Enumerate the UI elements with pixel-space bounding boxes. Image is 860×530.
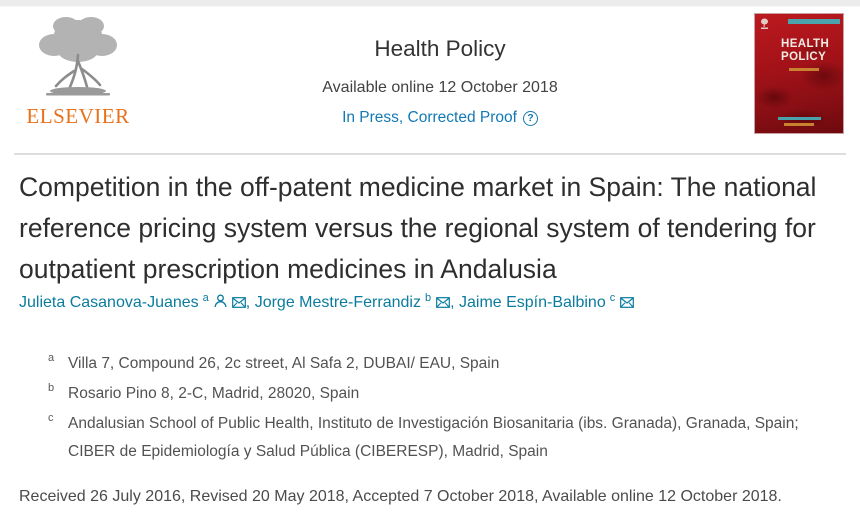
author-3-sup: c [609, 291, 616, 304]
available-online-date: Available online 12 October 2018 [322, 79, 558, 96]
help-icon[interactable]: ? [522, 110, 538, 126]
affiliation-a-text: Villa 7, Compound 26, 2c street, Al Safa… [68, 355, 500, 372]
author-2-sup: b [424, 291, 432, 304]
elsevier-logo: ELSEVIER [22, 13, 134, 129]
in-press-status-link[interactable]: In Press, Corrected Proof ? [170, 109, 710, 127]
article-title: Competition in the off-patent medicine m… [19, 172, 817, 284]
affiliation-a: a Villa 7, Compound 26, 2c street, Al Sa… [48, 350, 830, 378]
cover-mini-elsevier-icon [761, 18, 768, 29]
email-icon[interactable] [620, 297, 635, 308]
authors-row: Julieta Casanova-Juanes a, Jorge Mestre-F… [19, 291, 635, 312]
author-1-sup: a [202, 291, 209, 304]
author-1[interactable]: Julieta Casanova-Juanes a [19, 291, 246, 311]
cover-footer-line-teal [778, 117, 821, 120]
author-2-name: Jorge Mestre-Ferrandiz [254, 294, 421, 311]
journal-header: Health Policy Available online 12 Octobe… [170, 36, 710, 127]
article-dates: Received 26 July 2016, Revised 20 May 20… [19, 488, 782, 505]
affiliations-list: a Villa 7, Compound 26, 2c street, Al Sa… [48, 350, 830, 468]
author-separator: , [450, 294, 459, 311]
author-separator: , [245, 294, 255, 311]
affiliation-c: c Andalusian School of Public Health, In… [48, 410, 830, 466]
affiliation-b-sup: b [48, 382, 55, 394]
affiliation-c-sup: c [48, 412, 54, 424]
cover-subtitle-line [789, 68, 819, 71]
page-top-strip [0, 0, 860, 7]
cover-top-band [788, 19, 840, 24]
journal-cover-thumbnail[interactable]: HEALTH POLICY [755, 14, 843, 133]
email-icon[interactable] [436, 297, 450, 308]
author-1-name: Julieta Casanova-Juanes [19, 294, 199, 311]
cover-journal-title: HEALTH POLICY [781, 38, 830, 63]
cover-footer-line-orange [784, 123, 814, 126]
author-3-name: Jaime Espín-Balbino [458, 294, 606, 311]
affiliation-b-text: Rosario Pino 8, 2-C, Madrid, 28020, Spai… [68, 385, 360, 402]
in-press-label: In Press, Corrected Proof [342, 109, 517, 126]
elsevier-wordmark: ELSEVIER [26, 104, 130, 128]
journal-title: Health Policy [374, 36, 506, 61]
email-icon[interactable] [231, 297, 246, 308]
affiliation-a-sup: a [48, 352, 55, 364]
person-icon [214, 294, 227, 308]
author-3[interactable]: Jaime Espín-Balbino c [458, 291, 635, 311]
affiliation-c-text: Andalusian School of Public Health, Inst… [68, 415, 799, 460]
affiliation-b: b Rosario Pino 8, 2-C, Madrid, 28020, Sp… [48, 380, 830, 408]
elsevier-tree-icon [39, 17, 117, 96]
author-2[interactable]: Jorge Mestre-Ferrandiz b [254, 291, 450, 311]
header-divider [14, 153, 846, 155]
